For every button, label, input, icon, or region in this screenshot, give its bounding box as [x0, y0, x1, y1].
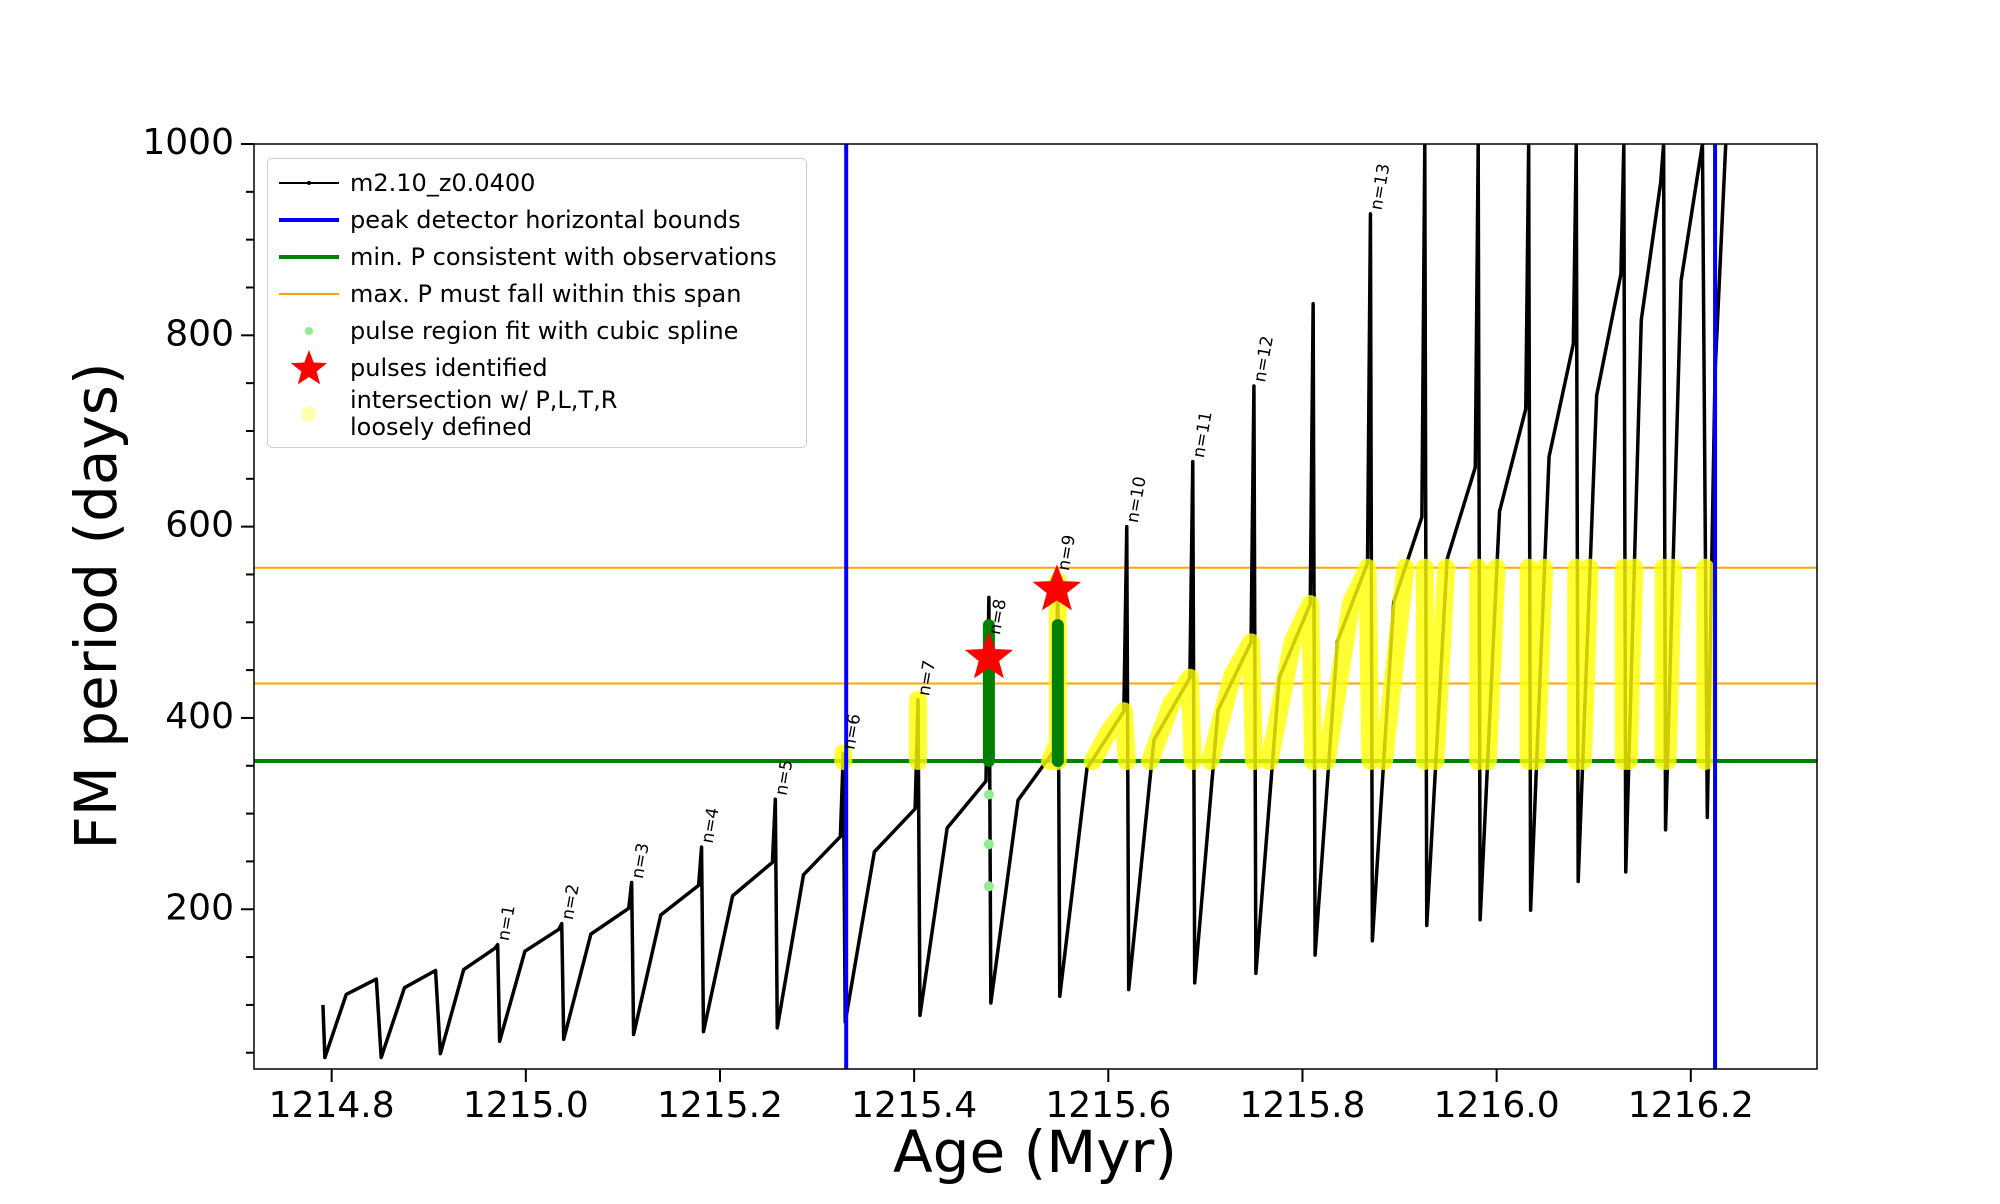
legend-swatch [301, 405, 317, 422]
y-tick-label: 200 [165, 887, 234, 928]
pulse-star [964, 632, 1014, 679]
legend-marker [290, 350, 328, 385]
legend-swatch [290, 350, 328, 385]
pulse-label: n=7 [914, 659, 940, 698]
y-tick-label: 800 [165, 313, 234, 354]
pulse-label: n=4 [698, 806, 724, 845]
pulse-label: n=9 [1054, 533, 1080, 572]
pulse-label: n=10 [1123, 475, 1151, 524]
pulse-label: n=11 [1189, 410, 1217, 459]
y-tick-label: 400 [165, 696, 234, 737]
legend-swatch [279, 293, 339, 295]
legend-marker [301, 405, 317, 422]
legend-entry: pulse region fit with cubic spline [268, 313, 806, 350]
legend-entry: pulses identified [268, 350, 806, 387]
pulse-label: n=2 [558, 883, 584, 922]
period-line [321, 144, 1728, 1060]
legend-label: pulse region fit with cubic spline [350, 317, 739, 345]
x-tick-label: 1215.6 [1045, 1085, 1171, 1126]
legend-swatch [305, 327, 313, 335]
legend-label: intersection w/ P,L,T,R loosely defined [350, 386, 618, 441]
axes-layer: 1214.8 1215.0 1215.2 1215.4 1215.6 1215.8 1216… [142, 122, 1753, 1126]
x-tick-label: 1215.8 [1239, 1085, 1365, 1126]
x-tick-label: 1214.8 [269, 1085, 395, 1126]
legend-entry: intersection w/ P,L,T,R loosely defined [268, 387, 806, 441]
y-tick-label: 600 [165, 505, 234, 546]
spline-point [983, 789, 994, 800]
pulse-label: n=5 [771, 758, 797, 797]
pulse-label: n=3 [628, 841, 654, 880]
axes-frame [253, 143, 1818, 1070]
pulse-label: n=12 [1250, 334, 1278, 383]
legend-label: pulses identified [350, 354, 548, 382]
legend-swatch [279, 181, 339, 185]
x-tick-label: 1215.4 [851, 1085, 977, 1126]
x-tick-label: 1216.2 [1628, 1085, 1754, 1126]
x-axis-title: Age (Myr) [893, 1118, 1177, 1186]
legend-marker [305, 327, 313, 335]
spline-point [983, 881, 994, 892]
legend-label: min. P consistent with observations [350, 243, 777, 271]
pulse-label: n=13 [1367, 162, 1395, 211]
plot-area [254, 144, 1817, 1069]
legend-entry: peak detector horizontal bounds [268, 202, 806, 239]
x-tick-label: 1215.2 [657, 1085, 783, 1126]
pulse-label: n=6 [839, 712, 865, 751]
legend-label: max. P must fall within this span [350, 280, 742, 308]
pulse-label: n=1 [494, 904, 520, 943]
y-axis-title: FM period (days) [62, 362, 130, 849]
legend-swatch [279, 218, 339, 222]
legend-entry: min. P consistent with observations [268, 239, 806, 276]
spline-point [983, 839, 994, 850]
x-tick-label: 1216.0 [1434, 1085, 1560, 1126]
legend-marker [307, 181, 311, 185]
thick-region [982, 619, 1064, 767]
legend-label: m2.10_z0.0400 [350, 169, 536, 197]
legend-label: peak detector horizontal bounds [350, 206, 741, 234]
thick-region [834, 558, 1715, 770]
pulse-star [1032, 564, 1082, 611]
y-tick-label: 1000 [142, 122, 234, 163]
legend-swatch [279, 255, 339, 259]
legend-entry: max. P must fall within this span [268, 276, 806, 313]
legend-entry: m2.10_z0.0400 [268, 165, 806, 202]
x-tick-label: 1215.0 [463, 1085, 589, 1126]
